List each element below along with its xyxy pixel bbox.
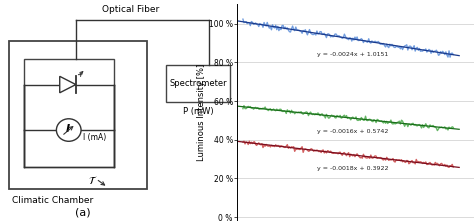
Text: y = -0.0024x + 1.0151: y = -0.0024x + 1.0151 (317, 52, 388, 57)
Y-axis label: Luminous Intensity [%]: Luminous Intensity [%] (197, 64, 206, 161)
Text: I: I (65, 124, 70, 134)
Text: Optical Fiber: Optical Fiber (102, 5, 159, 14)
FancyBboxPatch shape (24, 59, 114, 167)
FancyBboxPatch shape (166, 65, 230, 102)
Text: P (mW): P (mW) (182, 107, 213, 116)
Text: $\mathcal{T}$: $\mathcal{T}$ (88, 174, 97, 186)
Text: y = -0.0016x + 0.5742: y = -0.0016x + 0.5742 (317, 129, 388, 134)
Text: y = -0.0018x + 0.3922: y = -0.0018x + 0.3922 (317, 166, 389, 171)
Text: (a): (a) (75, 208, 91, 218)
Circle shape (56, 119, 81, 141)
FancyBboxPatch shape (9, 41, 147, 189)
Polygon shape (60, 76, 76, 93)
Text: Climatic Chamber: Climatic Chamber (12, 196, 93, 205)
Text: Spectrometer: Spectrometer (169, 79, 227, 88)
Text: I (mA): I (mA) (83, 133, 107, 142)
